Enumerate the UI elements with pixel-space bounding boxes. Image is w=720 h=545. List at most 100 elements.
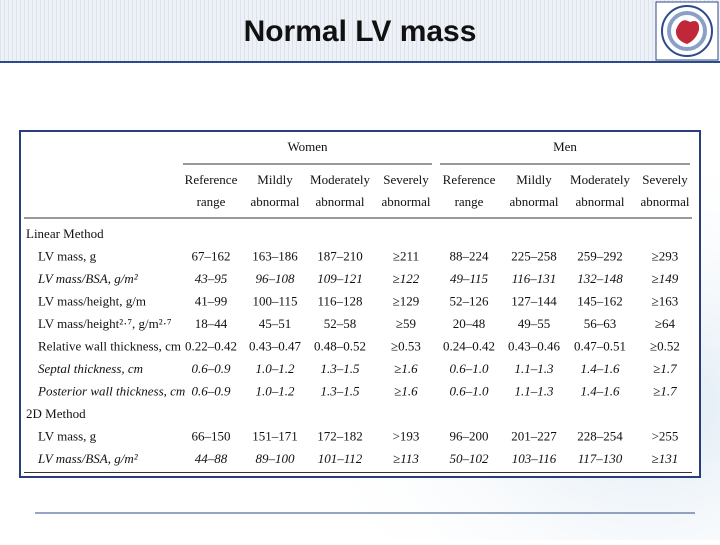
title-bar xyxy=(0,0,720,62)
cell: 0.6–1.0 xyxy=(450,361,490,376)
slide-title: Normal LV mass xyxy=(244,15,477,48)
cell: 100–115 xyxy=(252,293,297,308)
row-label: LV mass/BSA, g/m² xyxy=(37,451,139,466)
cell: 127–144 xyxy=(511,293,557,308)
cell: 66–150 xyxy=(192,428,231,443)
cell: 116–131 xyxy=(512,271,557,286)
cell: 49–55 xyxy=(518,316,551,331)
cell: ≥129 xyxy=(393,293,420,308)
section-title: 2D Method xyxy=(26,406,86,421)
cell: ≥64 xyxy=(655,316,676,331)
cell: 41–99 xyxy=(195,293,228,308)
cell: 1.4–1.6 xyxy=(581,383,621,398)
cell: ≥149 xyxy=(652,271,679,286)
cell: 0.43–0.47 xyxy=(249,338,302,353)
cell: 151–171 xyxy=(252,428,298,443)
column-header: abnormal xyxy=(509,194,558,209)
cell: 0.6–0.9 xyxy=(192,361,232,376)
column-header: Reference xyxy=(185,172,238,187)
cell: 20–48 xyxy=(453,316,486,331)
cell: 1.3–1.5 xyxy=(321,361,361,376)
cell: ≥211 xyxy=(393,248,419,263)
cell: 45–51 xyxy=(259,316,292,331)
row-label: Septal thickness, cm xyxy=(38,361,143,376)
cell: 259–292 xyxy=(577,248,623,263)
cell: 88–224 xyxy=(450,248,490,263)
cell: 0.6–1.0 xyxy=(450,383,490,398)
cell: 117–130 xyxy=(578,451,623,466)
column-header: abnormal xyxy=(381,194,430,209)
cell: 89–100 xyxy=(256,451,296,466)
cell: 0.6–0.9 xyxy=(192,383,232,398)
cell: 1.4–1.6 xyxy=(581,361,621,376)
column-header: abnormal xyxy=(250,194,299,209)
column-header: abnormal xyxy=(315,194,364,209)
table-frame xyxy=(19,130,701,478)
cell: 0.43–0.46 xyxy=(508,338,561,353)
cell: ≥0.53 xyxy=(391,338,421,353)
cell: 116–128 xyxy=(317,293,362,308)
cell: ≥122 xyxy=(393,271,420,286)
cell: 56–63 xyxy=(584,316,617,331)
cell: 1.0–1.2 xyxy=(256,383,296,398)
cell: 109–121 xyxy=(317,271,363,286)
cell: 101–112 xyxy=(318,451,363,466)
row-label: LV mass/BSA, g/m² xyxy=(37,271,139,286)
cell: 0.24–0.42 xyxy=(443,338,495,353)
group-header: Women xyxy=(287,139,328,154)
row-label: Posterior wall thickness, cm xyxy=(37,383,185,398)
column-header: abnormal xyxy=(640,194,689,209)
row-label: LV mass, g xyxy=(38,248,97,263)
cell: 228–254 xyxy=(577,428,623,443)
cell: 52–58 xyxy=(324,316,357,331)
column-header: abnormal xyxy=(575,194,624,209)
cell: >255 xyxy=(652,428,679,443)
cell: 96–108 xyxy=(256,271,296,286)
cell: 18–44 xyxy=(195,316,228,331)
cell: ≥163 xyxy=(652,293,679,308)
cell: ≥1.7 xyxy=(653,361,677,376)
cell: 0.22–0.42 xyxy=(185,338,237,353)
cell: 201–227 xyxy=(511,428,557,443)
row-label: LV mass/height, g/m xyxy=(38,293,146,308)
column-header: Moderately xyxy=(570,172,630,187)
cell: 50–102 xyxy=(450,451,490,466)
cell: ≥1.6 xyxy=(394,361,418,376)
column-header: range xyxy=(197,194,226,209)
cell: ≥1.6 xyxy=(394,383,418,398)
section-title: Linear Method xyxy=(26,226,104,241)
cell: ≥131 xyxy=(652,451,679,466)
cell: 43–95 xyxy=(195,271,228,286)
cell: 67–162 xyxy=(192,248,231,263)
cell: 44–88 xyxy=(195,451,228,466)
row-label: Relative wall thickness, cm xyxy=(38,338,181,353)
cell: ≥293 xyxy=(652,248,679,263)
cell: 163–186 xyxy=(252,248,298,263)
cell: 132–148 xyxy=(577,271,623,286)
cell: 0.47–0.51 xyxy=(574,338,626,353)
column-header: Mildly xyxy=(257,172,293,187)
column-header: Moderately xyxy=(310,172,370,187)
cell: 1.1–1.3 xyxy=(515,361,555,376)
row-label: LV mass/height²·⁷, g/m²·⁷ xyxy=(38,316,172,331)
row-label: LV mass, g xyxy=(38,428,97,443)
column-header: Severely xyxy=(642,172,688,187)
cell: 145–162 xyxy=(577,293,623,308)
cell: 172–182 xyxy=(317,428,363,443)
cell: 103–116 xyxy=(512,451,557,466)
column-header: Severely xyxy=(383,172,429,187)
cell: 187–210 xyxy=(317,248,363,263)
column-header: Mildly xyxy=(516,172,552,187)
column-header: Reference xyxy=(443,172,496,187)
column-header: range xyxy=(455,194,484,209)
cell: 0.48–0.52 xyxy=(314,338,366,353)
cell: 1.0–1.2 xyxy=(256,361,296,376)
cell: 1.3–1.5 xyxy=(321,383,361,398)
cell: ≥1.7 xyxy=(653,383,677,398)
cell: ≥0.52 xyxy=(650,338,680,353)
cell: 225–258 xyxy=(511,248,557,263)
cell: ≥113 xyxy=(393,451,419,466)
cell: ≥59 xyxy=(396,316,416,331)
